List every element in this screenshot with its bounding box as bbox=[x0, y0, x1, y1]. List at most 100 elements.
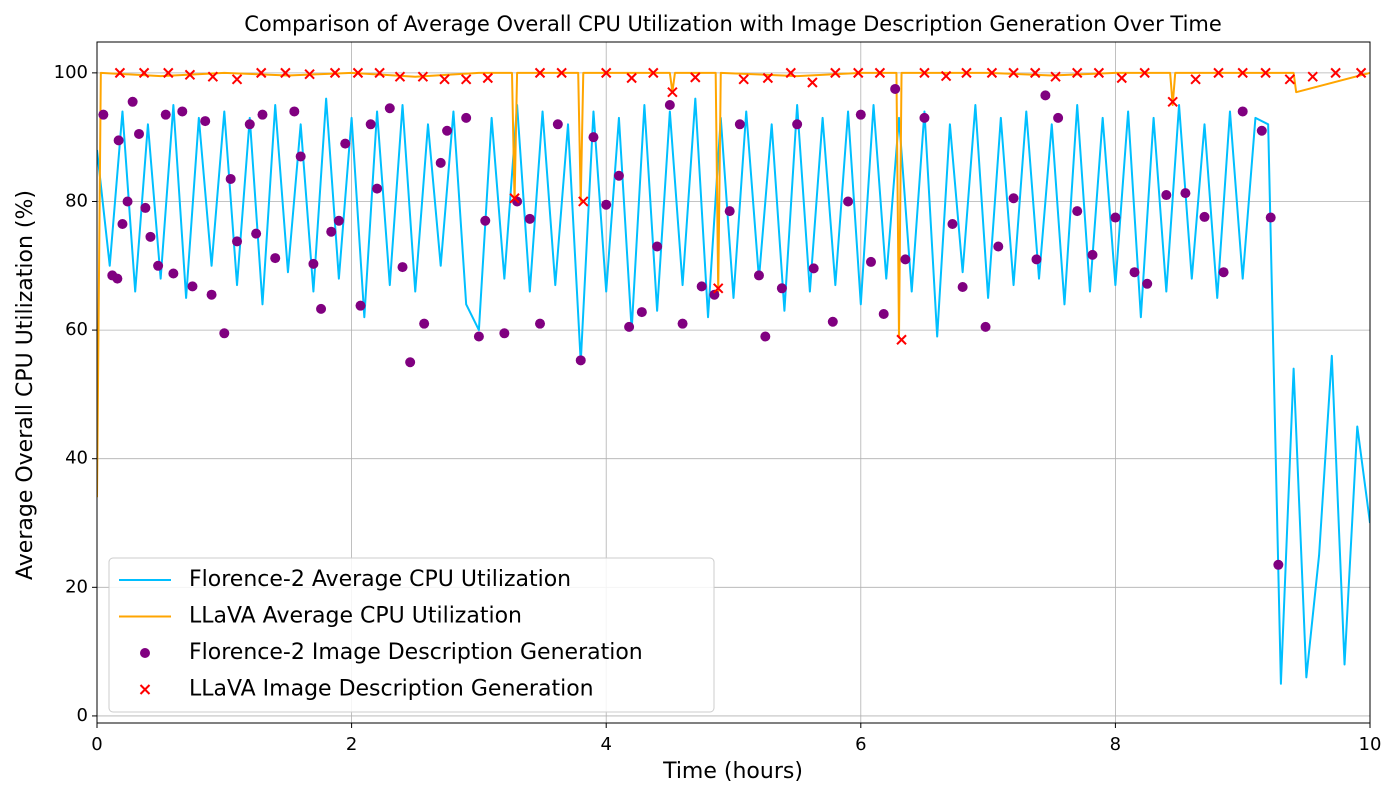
scatter-point bbox=[1087, 249, 1098, 260]
marker-x bbox=[1116, 72, 1127, 84]
scatter-point bbox=[843, 196, 854, 207]
marker-x bbox=[762, 72, 774, 84]
x-tick-label: 2 bbox=[346, 734, 357, 755]
scatter-point bbox=[1265, 212, 1276, 223]
marker-x bbox=[163, 67, 174, 79]
scatter-point bbox=[792, 119, 803, 130]
marker-x bbox=[1260, 67, 1271, 79]
marker-x bbox=[417, 71, 429, 82]
scatter-point bbox=[1273, 559, 1284, 570]
scatter-point bbox=[636, 307, 647, 318]
scatter-point bbox=[98, 109, 109, 120]
marker-x bbox=[1029, 67, 1041, 79]
marker-x bbox=[874, 67, 886, 79]
legend-box bbox=[108, 557, 715, 713]
scatter-point bbox=[575, 355, 586, 366]
marker-x bbox=[853, 67, 864, 79]
scatter-point bbox=[461, 112, 472, 123]
scatter-point bbox=[442, 125, 453, 136]
scatter-point bbox=[365, 119, 376, 130]
scatter-point bbox=[127, 96, 138, 107]
marker-x bbox=[329, 67, 341, 79]
marker-x bbox=[1190, 74, 1201, 85]
scatter-point bbox=[257, 109, 268, 120]
series-line bbox=[97, 71, 1370, 498]
scatter-point bbox=[760, 331, 771, 342]
legend-marker bbox=[140, 648, 150, 658]
legend-label: LLaVA Average CPU Utilization bbox=[189, 604, 522, 629]
marker-x bbox=[600, 67, 612, 79]
scatter-point bbox=[232, 236, 243, 247]
scatter-point bbox=[168, 268, 179, 279]
marker-x bbox=[667, 86, 678, 98]
scatter-point bbox=[112, 273, 123, 284]
scatter-point bbox=[855, 109, 866, 120]
marker-x bbox=[509, 193, 520, 204]
scatter-point bbox=[724, 206, 735, 217]
scatter-point bbox=[372, 183, 383, 194]
marker-x bbox=[482, 72, 494, 84]
scatter-point bbox=[480, 215, 491, 226]
x-tick-label: 4 bbox=[600, 734, 611, 755]
y-tick-label: 60 bbox=[65, 319, 88, 340]
scatter-point bbox=[473, 331, 484, 342]
marker-x bbox=[807, 77, 818, 88]
scatter-point bbox=[384, 103, 395, 114]
scatter-point bbox=[251, 228, 262, 239]
marker-x bbox=[374, 67, 385, 79]
marker-x bbox=[280, 67, 291, 79]
chart-title: Comparison of Average Overall CPU Utiliz… bbox=[244, 12, 1222, 36]
scatter-point bbox=[993, 241, 1004, 252]
scatter-point bbox=[160, 109, 171, 120]
y-axis-label: Average Overall CPU Utilization (%) bbox=[13, 190, 38, 580]
scatter-point bbox=[1180, 188, 1191, 199]
marker-x bbox=[1237, 67, 1248, 79]
x-axis-label: Time (hours) bbox=[662, 759, 803, 784]
scatter-point bbox=[900, 254, 911, 265]
y-tick-label: 20 bbox=[65, 576, 88, 597]
legend-label: Florence-2 Image Description Generation bbox=[189, 640, 643, 665]
marker-x bbox=[304, 68, 315, 80]
scatter-point bbox=[947, 218, 958, 229]
scatter-point bbox=[295, 151, 306, 162]
scatter-point bbox=[270, 253, 281, 264]
scatter-point bbox=[878, 309, 889, 320]
marker-x bbox=[1167, 96, 1178, 108]
series-line bbox=[97, 97, 1370, 685]
scatter-point bbox=[1008, 193, 1019, 204]
marker-x bbox=[1072, 67, 1083, 79]
scatter-point bbox=[308, 258, 319, 269]
scatter-point bbox=[219, 328, 230, 339]
scatter-point bbox=[134, 128, 145, 139]
scatter-point bbox=[1129, 267, 1140, 278]
scatter-point bbox=[919, 112, 930, 123]
scatter-point bbox=[244, 119, 255, 130]
scatter-point bbox=[200, 116, 211, 127]
marker-x bbox=[940, 70, 952, 82]
marker-x bbox=[578, 196, 589, 207]
marker-x bbox=[1008, 67, 1019, 79]
marker-x bbox=[556, 67, 567, 79]
marker-x bbox=[231, 74, 243, 85]
marker-x bbox=[1213, 67, 1224, 79]
x-tick-label: 8 bbox=[1110, 734, 1121, 755]
scatter-point bbox=[140, 202, 151, 213]
marker-x bbox=[626, 72, 637, 84]
scatter-point bbox=[289, 106, 300, 117]
marker-x bbox=[961, 67, 972, 79]
scatter-point bbox=[225, 173, 236, 184]
x-tick-label: 0 bbox=[91, 734, 102, 755]
marker-x bbox=[1330, 67, 1341, 79]
scatter-point bbox=[524, 213, 535, 224]
scatter-point bbox=[1072, 206, 1083, 217]
scatter-point bbox=[980, 321, 991, 332]
scatter-point bbox=[776, 283, 787, 294]
scatter-point bbox=[435, 157, 446, 168]
marker-x bbox=[114, 67, 126, 79]
scatter-point bbox=[696, 281, 707, 292]
scatter-point bbox=[113, 135, 124, 146]
marker-x bbox=[184, 69, 196, 81]
scatter-point bbox=[1256, 125, 1267, 136]
marker-x bbox=[394, 71, 406, 82]
